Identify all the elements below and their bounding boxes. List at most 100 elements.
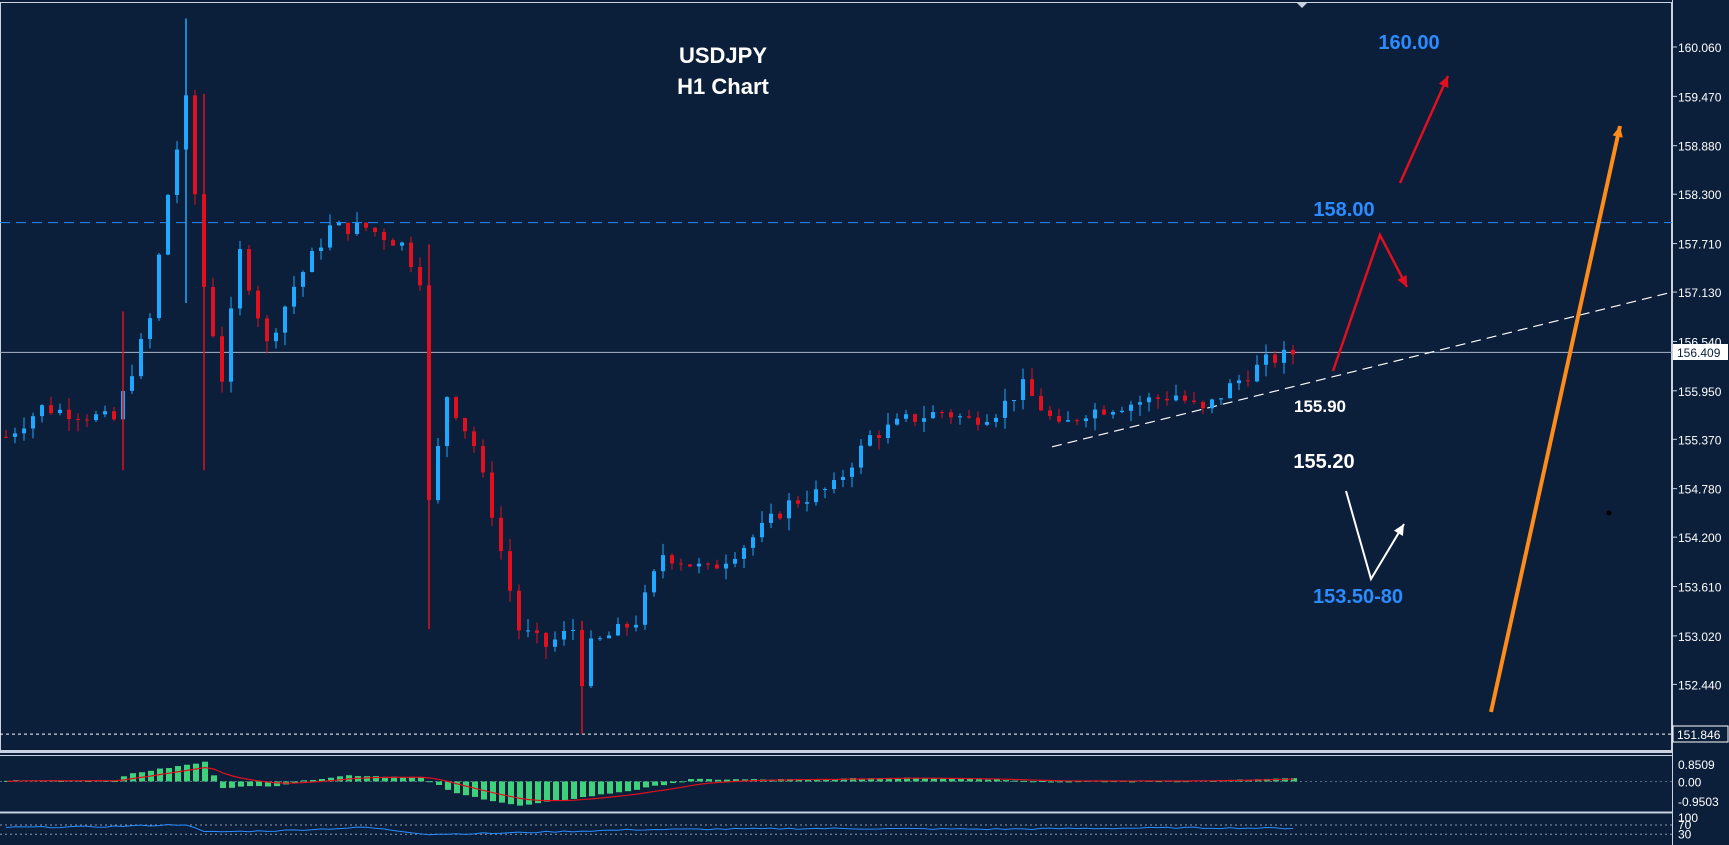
rsi-tick-label: 70 [1678,818,1692,832]
candle-body [841,476,845,481]
candle-body [265,318,269,342]
osc-bar [202,761,208,782]
osc-bar [1156,781,1162,783]
candle-body [85,419,89,421]
candle-body [940,412,944,414]
osc-bar [913,777,919,782]
osc-bar [328,777,334,782]
osc-bar [904,777,910,782]
candle-body [742,547,746,559]
osc-bar [1039,781,1045,783]
price-levels [0,222,1672,735]
candle-body [391,240,395,246]
candle-body [1066,420,1070,422]
candle-body [364,222,368,228]
osc-bar [580,781,586,798]
price-tick-label: 155.950 [1678,385,1722,399]
candle-body [760,522,764,538]
price-tick-label: 157.130 [1678,286,1722,300]
candle-body [148,318,152,339]
candle-body [247,249,251,291]
candle-body [994,417,998,422]
osc-bar [184,764,190,782]
osc-bar [1012,780,1018,782]
candle-body [40,405,44,417]
osc-bar [562,781,568,801]
osc-bar [841,778,847,782]
candle-body [220,336,224,382]
candle-body [1120,410,1124,413]
osc-bar [553,781,559,801]
candle-body [832,480,836,490]
osc-bar [985,779,991,782]
osc-bar [1057,781,1063,783]
candle-body [157,254,161,319]
osc-bar [121,776,127,782]
red-arrow-path-head [1397,275,1407,287]
candlesticks [4,18,1295,734]
white-arrow-pullback-head [1393,524,1404,536]
candle-body [481,446,485,473]
candle-body [634,624,638,628]
candle-body [418,267,422,286]
osc-bar [895,778,901,782]
osc-bar [517,781,523,806]
osc-bar [706,779,712,782]
osc-bar [292,781,298,783]
candle-body [886,424,890,439]
osc-bar [130,773,136,782]
osc-bar [544,781,550,802]
osc-bar [526,781,532,805]
osc-bar [823,779,829,782]
oscillator-panel [0,761,1672,806]
candle-body [31,416,35,429]
candle-body [175,149,179,195]
candle-body [49,405,53,414]
osc-bar [1003,780,1009,782]
price-tick-label: 158.300 [1678,188,1722,202]
osc-bar [850,778,856,782]
annotation-label: 160.00 [1378,32,1439,54]
candle-body [1282,349,1286,363]
candle-body [4,436,8,438]
candle-body [1165,398,1169,401]
rsi-panel [0,824,1672,836]
annotation-label: 155.90 [1294,397,1346,416]
rsi-tick-label: 30 [1678,827,1692,841]
osc-bar [652,781,658,786]
osc-tick-label: 0.8509 [1678,758,1715,772]
candle-body [373,227,377,233]
candle-body [1264,354,1268,365]
osc-bar [1129,781,1135,783]
osc-bar [976,779,982,782]
candle-body [1219,398,1223,400]
candle-body [544,632,548,647]
candle-body [931,412,935,419]
candle-body [805,502,809,504]
price-axis: 160.060 159.470 158.880 158.300 157.710 157.1… [1672,41,1722,841]
osc-bar [679,781,685,783]
candle-body [1084,418,1088,422]
chart-title-timeframe: H1 Chart [677,74,769,99]
candle-body [652,571,656,593]
osc-bar [733,779,739,782]
candle-body [193,95,197,195]
candle-body [859,445,863,468]
candle-body [733,558,737,564]
osc-bar [535,781,541,804]
candle-body [769,513,773,523]
candle-body [625,623,629,628]
osc-bar [616,781,622,793]
candle-body [454,397,458,418]
osc-bar [598,781,604,795]
red-arrow-target [1398,75,1450,184]
candle-body [211,286,215,337]
candle-body [328,225,332,248]
candle-body [22,428,26,434]
price-tick-label: 152.440 [1678,678,1722,692]
candle-body [1012,399,1016,401]
osc-bar [256,781,262,787]
candle-body [796,500,800,504]
candle-body [1048,410,1052,417]
